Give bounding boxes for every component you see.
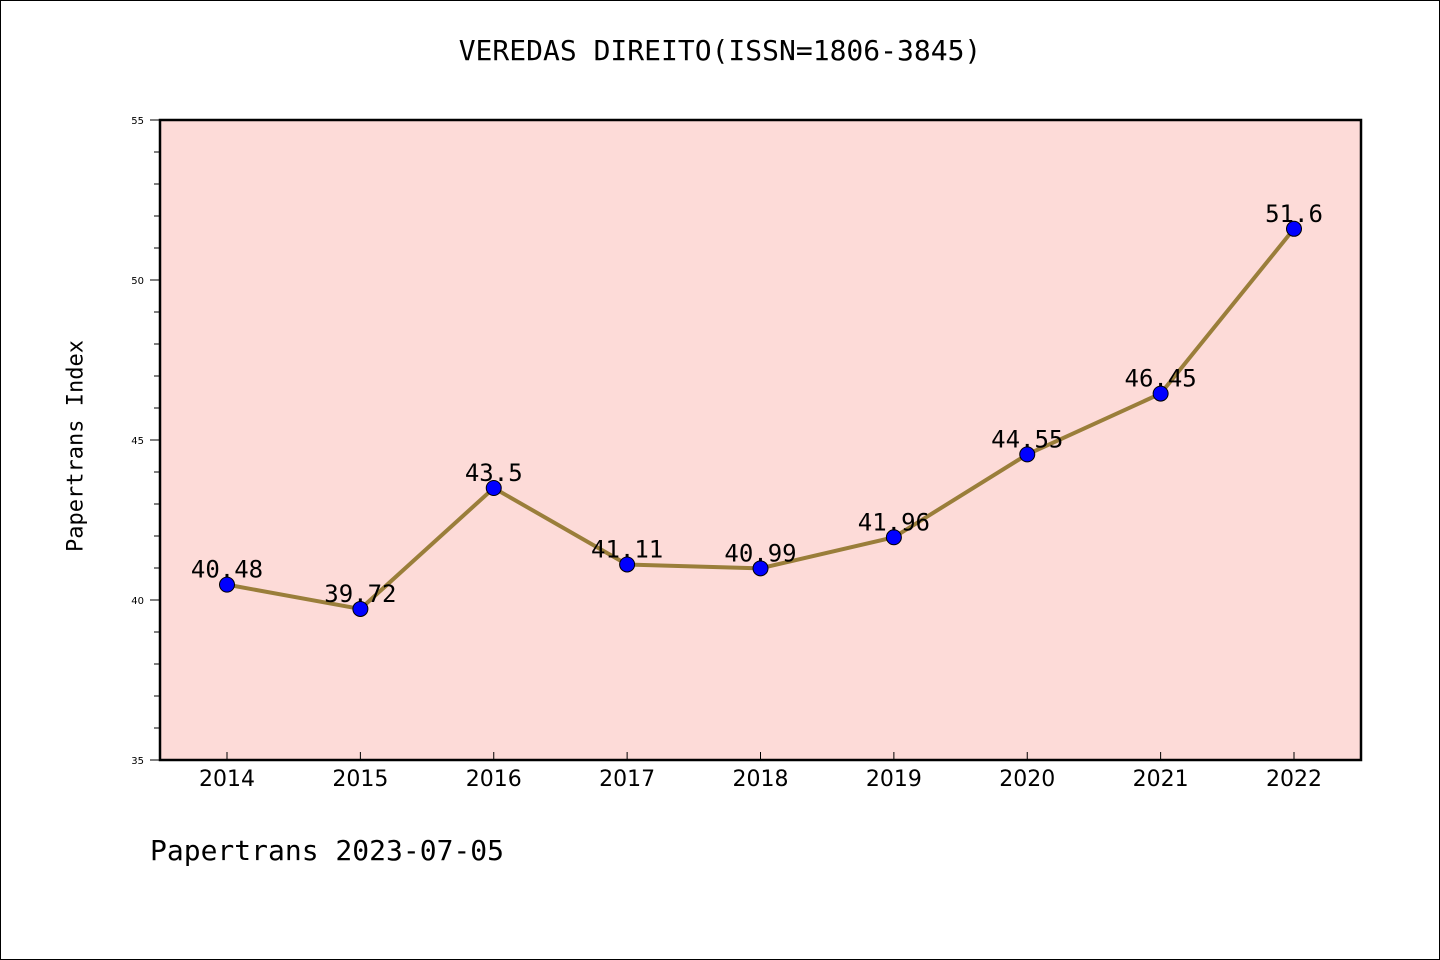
data-label: 51.6 xyxy=(1265,200,1323,228)
x-tick-label: 2022 xyxy=(1266,767,1322,792)
y-tick-label: 45 xyxy=(131,436,144,447)
series xyxy=(219,220,1302,617)
x-tick-label: 2015 xyxy=(332,767,388,792)
x-tick-label: 2018 xyxy=(733,767,789,792)
footer-credit: Papertrans 2023-07-05 xyxy=(150,834,505,867)
data-point xyxy=(1019,446,1036,463)
y-tick-label: 50 xyxy=(131,276,144,287)
data-point xyxy=(752,560,769,577)
y-tick-label: 40 xyxy=(131,596,144,607)
x-tick-label: 2021 xyxy=(1133,767,1189,792)
data-point xyxy=(1286,220,1302,237)
data-point xyxy=(1152,385,1169,402)
x-tick-label: 2020 xyxy=(999,767,1055,792)
x-tick-label: 2014 xyxy=(199,767,255,792)
data-point xyxy=(485,480,502,496)
data-label: 44.55 xyxy=(991,425,1063,453)
data-label: 46.45 xyxy=(1125,365,1197,393)
y-axis: 35 40 45 50 55 xyxy=(131,116,160,767)
x-tick-label: 2016 xyxy=(466,767,522,792)
chart-title: VEREDAS DIREITO(ISSN=1806-3845) xyxy=(458,34,982,67)
data-label: 43.5 xyxy=(465,459,523,487)
data-point xyxy=(219,576,235,593)
data-labels: 40.48 39.72 43.5 41.11 40.99 41.96 44.55 46.45 5… xyxy=(191,200,1323,608)
data-label: 41.11 xyxy=(591,535,663,563)
y-tick-label: 55 xyxy=(131,116,144,127)
data-point xyxy=(352,600,369,617)
plot-border xyxy=(158,118,1363,762)
data-label: 40.48 xyxy=(191,556,263,584)
x-tick-label: 2019 xyxy=(866,767,922,792)
y-tick-label: 35 xyxy=(131,756,144,767)
data-label: 41.96 xyxy=(858,508,930,536)
data-label: 40.99 xyxy=(724,539,796,567)
x-tick-label: 2017 xyxy=(599,767,655,792)
data-point xyxy=(619,556,636,573)
plot-area xyxy=(160,120,1361,760)
x-axis: 2014 2015 2016 2017 2018 2019 2020 2021 2022 xyxy=(199,752,1322,792)
data-point xyxy=(885,529,902,546)
data-label: 39.72 xyxy=(324,580,396,608)
